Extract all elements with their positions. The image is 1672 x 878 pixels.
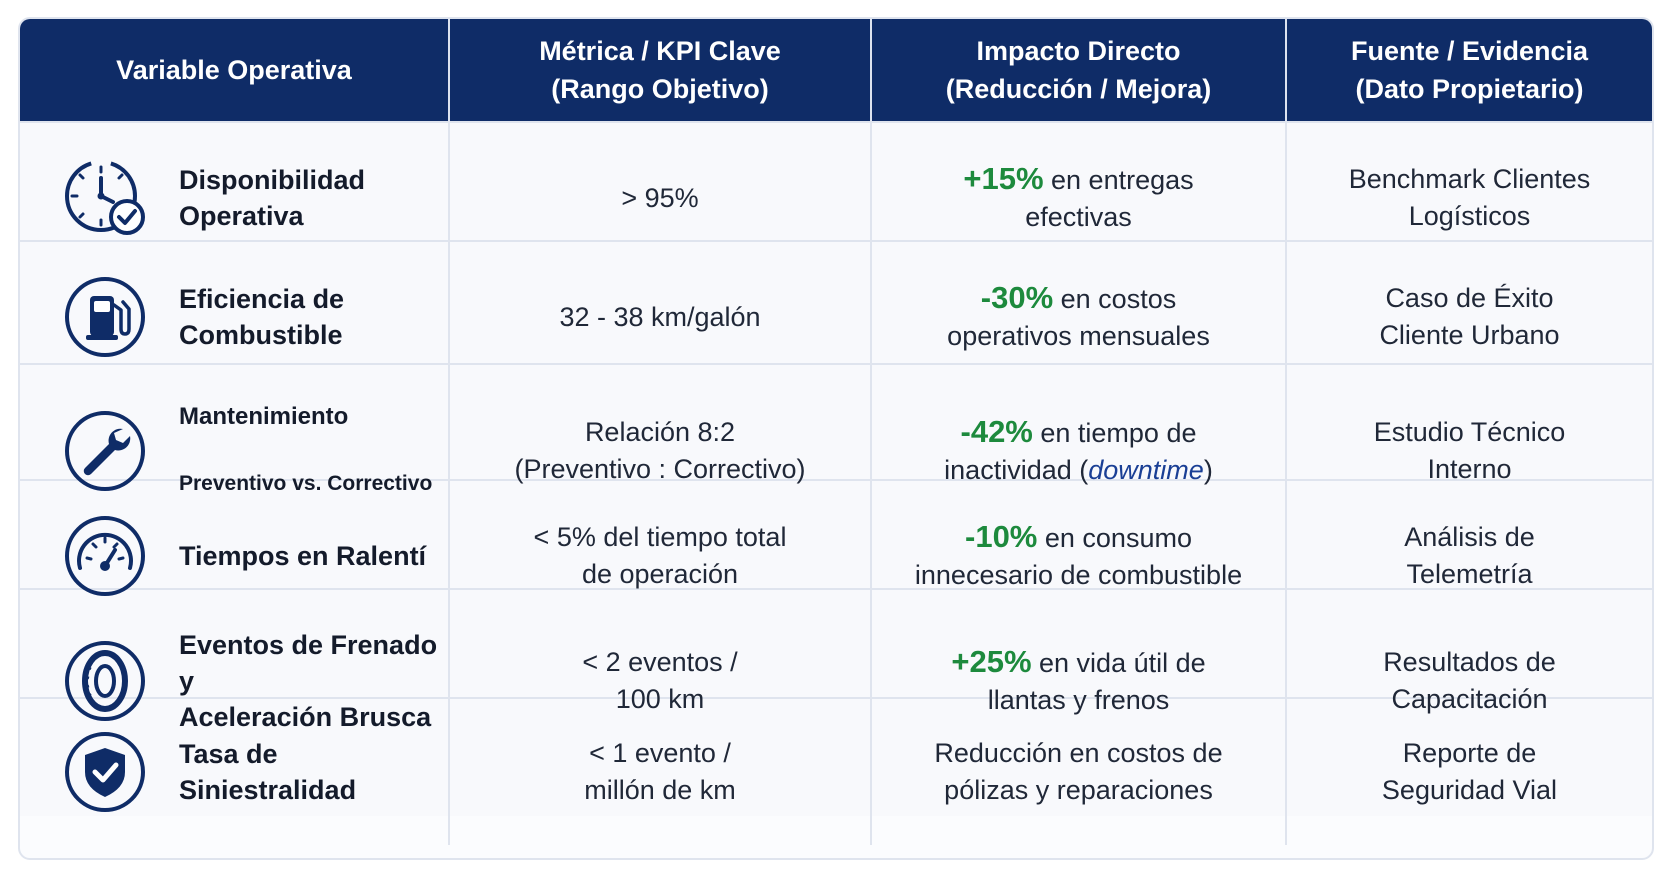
tire-icon: [63, 639, 147, 723]
header-impact: Impacto Directo (Reducción / Mejora): [872, 19, 1287, 121]
impact-line2-pre: inactividad (: [944, 454, 1089, 485]
impact-line2: llantas y frenos: [987, 685, 1170, 715]
clock-check-icon: [63, 156, 147, 240]
impact-text: en consumo: [1037, 523, 1192, 553]
impact-line2: innecesario de combustible: [914, 560, 1243, 590]
metric-cell: < 2 eventos / 100 km: [450, 590, 872, 772]
source-cell: Resultados de Capacitación: [1383, 647, 1556, 714]
source-cell: Reporte de Seguridad Vial: [1381, 738, 1558, 805]
impact-cell: -42% en tiempo de inactividad (downtime): [872, 365, 1287, 536]
impact-cell: +25% en vida útil de llantas y frenos: [872, 590, 1287, 772]
table-row: Disponibilidad Operativa > 95% +15% en e…: [20, 121, 1652, 273]
impact-cell: Reducción en costos de pólizas y reparac…: [872, 699, 1287, 845]
impact-line2: efectivas: [1025, 202, 1132, 232]
variable-name: Eventos de Frenado y Aceleración Brusca: [179, 630, 438, 732]
impact-text: en tiempo de: [1032, 417, 1197, 448]
impact-value: -42%: [960, 413, 1033, 449]
header-metric: Métrica / KPI Clave (Rango Objetivo): [450, 19, 872, 121]
wrench-icon: [63, 409, 147, 493]
shield-check-icon: [63, 730, 147, 814]
kpi-table: Variable Operativa Métrica / KPI Clave (…: [18, 17, 1654, 860]
table-header: Variable Operativa Métrica / KPI Clave (…: [20, 19, 1652, 121]
impact-text: en entregas: [1043, 165, 1194, 195]
impact-cell: -30% en costos operativos mensuales: [872, 242, 1287, 392]
variable-subtitle: Preventivo vs. Correctivo: [179, 472, 433, 495]
variable-cell: Disponibilidad Operativa: [20, 123, 450, 273]
impact-text: en vida útil de: [1031, 648, 1206, 678]
source-cell: Benchmark Clientes Logísticos: [1348, 164, 1591, 231]
metric-cell: Relación 8:2 (Preventivo : Correctivo): [450, 365, 872, 536]
table-row: Eficiencia de Combustible 32 - 38 km/gal…: [20, 240, 1652, 392]
variable-name: Mantenimiento: [179, 403, 349, 430]
speedometer-icon: [63, 514, 147, 598]
fuel-pump-icon: [63, 275, 147, 359]
table-row: Eventos de Frenado y Aceleración Brusca …: [20, 588, 1652, 772]
impact-line2: inactividad (downtime): [944, 452, 1213, 489]
header-source: Fuente / Evidencia (Dato Propietario): [1350, 36, 1589, 104]
metric-cell: < 5% del tiempo total de operación: [450, 481, 872, 631]
impact-cell: +15% en entregas efectivas: [872, 123, 1287, 273]
variable-cell: Eficiencia de Combustible: [20, 242, 450, 392]
impact-emphasis: downtime: [1088, 454, 1204, 485]
header-variable: Variable Operativa: [20, 19, 450, 121]
metric-cell: 32 - 38 km/galón: [450, 242, 872, 392]
variable-cell: Tasa de Siniestralidad: [20, 699, 450, 845]
variable-name: Disponibilidad Operativa: [179, 165, 365, 231]
table-row: Mantenimiento Preventivo vs. Correctivo …: [20, 363, 1652, 536]
variable-name: Tiempos en Ralentí: [179, 541, 427, 571]
variable-cell: Mantenimiento Preventivo vs. Correctivo: [20, 365, 450, 536]
source-cell: Estudio Técnico Interno: [1373, 416, 1566, 484]
impact-line2: operativos mensuales: [947, 321, 1210, 351]
variable-cell: Eventos de Frenado y Aceleración Brusca: [20, 590, 450, 772]
variable-name: Eficiencia de Combustible: [179, 284, 345, 350]
page-title-strip: [0, 0, 1672, 16]
impact-text: en costos: [1053, 284, 1177, 314]
metric-cell: > 95%: [450, 123, 872, 273]
source-cell: Análisis de Telemetría: [1404, 522, 1535, 589]
variable-name: Tasa de Siniestralidad: [179, 739, 357, 805]
metric-cell: < 1 evento / millón de km: [450, 699, 872, 845]
impact-value: +15%: [963, 161, 1044, 196]
table-row: Tiempos en Ralentí < 5% del tiempo total…: [20, 479, 1652, 631]
source-cell: Caso de Éxito Cliente Urbano: [1379, 283, 1560, 350]
variable-cell: Tiempos en Ralentí: [20, 481, 450, 631]
impact-cell: -10% en consumo innecesario de combustib…: [872, 481, 1287, 631]
impact-line2-post: ): [1203, 454, 1213, 485]
impact-value: +25%: [951, 644, 1032, 679]
impact-value: -10%: [965, 519, 1038, 554]
table-row: Tasa de Siniestralidad < 1 evento / mill…: [20, 697, 1652, 845]
impact-value: -30%: [980, 280, 1054, 315]
